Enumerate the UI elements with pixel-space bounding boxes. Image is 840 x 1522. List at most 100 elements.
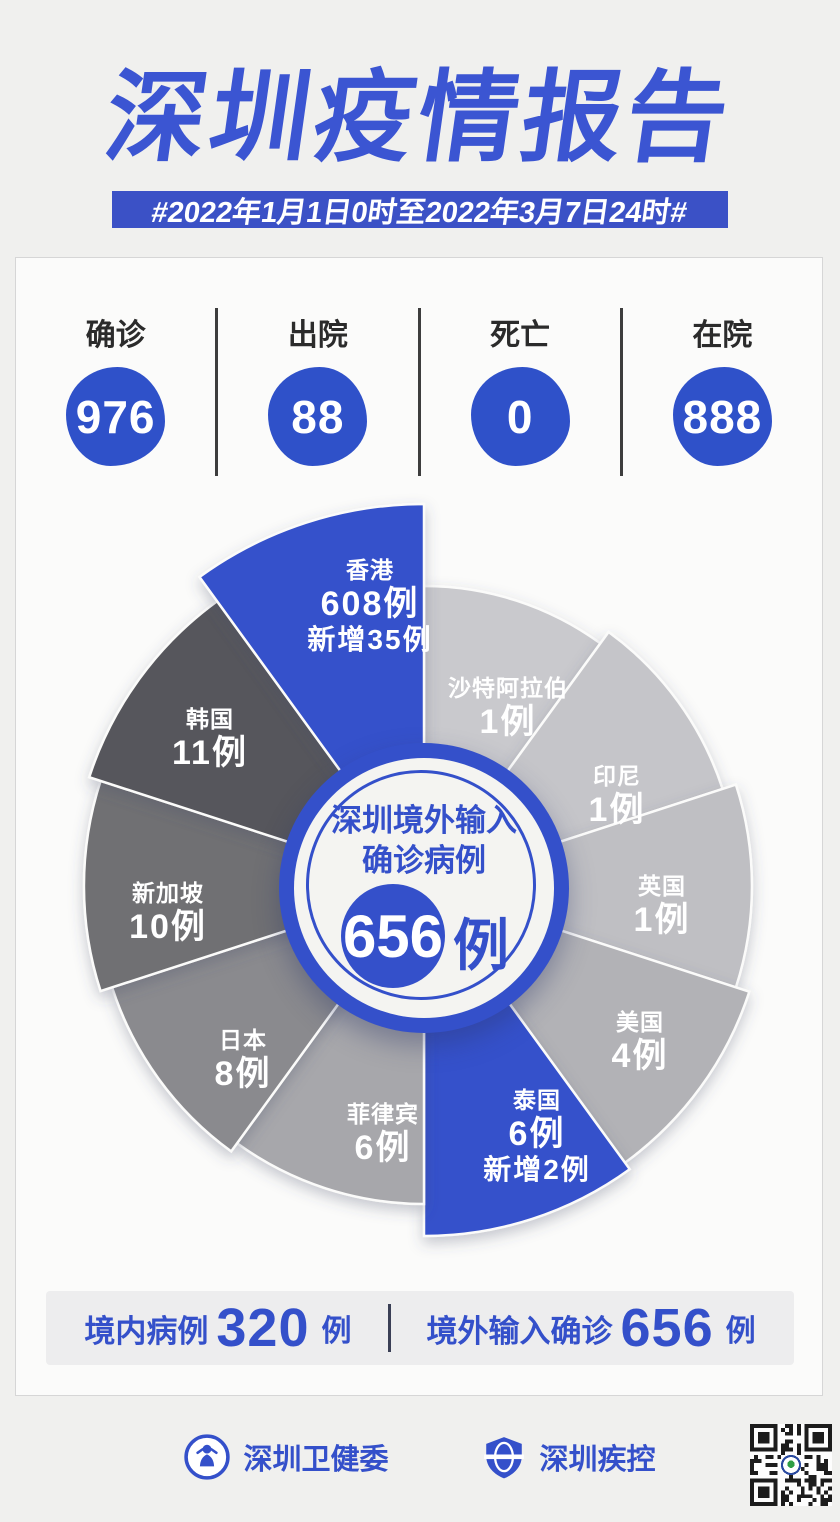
shield-band (483, 1454, 524, 1460)
qr-module (800, 1490, 805, 1495)
qr-module (796, 1443, 801, 1448)
qr-module (789, 1502, 793, 1506)
qr-module (785, 1486, 790, 1491)
qr-module (773, 1463, 778, 1467)
qr-module (820, 1482, 825, 1487)
summary-domestic-value: 320 (216, 1298, 310, 1358)
qr-module (800, 1486, 805, 1491)
qr-module (789, 1447, 793, 1452)
stat-label: 在院 (692, 319, 753, 352)
qr-module (765, 1463, 770, 1467)
org-cdc: 深圳疾控 (481, 1434, 656, 1480)
qr-module (796, 1498, 801, 1503)
medallion-title-line1: 深圳境外输入 (331, 803, 517, 838)
qr-module (820, 1502, 825, 1506)
page-title: 深圳疫情报告 (98, 62, 739, 174)
qr-module (808, 1478, 813, 1483)
stat-in-hospital: 在院 888 (619, 308, 822, 476)
qr-module (789, 1490, 793, 1495)
qr-module (808, 1455, 813, 1460)
stat-confirmed: 确诊 976 (16, 308, 215, 476)
qr-module (773, 1470, 778, 1475)
qr-module (816, 1486, 821, 1491)
stat-deaths: 死亡 0 (417, 308, 620, 476)
stat-value-badge: 976 (66, 367, 166, 466)
summary-domestic-label: 境内病例 (84, 1313, 209, 1349)
summary-imported-label: 境外输入确诊 (426, 1313, 613, 1349)
summary-imported: 境外输入确诊 656 例 (427, 1297, 756, 1359)
qr-module (785, 1431, 790, 1436)
qr-module (808, 1502, 813, 1506)
qr-module (804, 1455, 809, 1460)
qr-module (820, 1494, 825, 1499)
qr-module (789, 1474, 793, 1479)
qr-module (753, 1470, 758, 1475)
medallion-title-line2: 确诊病例 (362, 843, 486, 878)
qr-module (812, 1474, 817, 1479)
chart-center-medallion: 深圳境外输入 确诊病例 656 例 (279, 743, 569, 1033)
qr-module (816, 1455, 821, 1460)
qr-module (789, 1431, 793, 1436)
qr-module (808, 1474, 813, 1479)
qr-module (750, 1470, 754, 1475)
qr-module (769, 1470, 774, 1475)
stat-label: 出院 (287, 319, 348, 352)
qr-module (781, 1490, 786, 1495)
qr-module (816, 1466, 821, 1471)
qr-module (808, 1482, 813, 1487)
qr-module (812, 1482, 817, 1487)
qr-finder (757, 1431, 770, 1444)
cdc-shield-emblem-icon (483, 1437, 524, 1479)
qr-module (796, 1482, 801, 1487)
org-health-commission: 深圳卫健委 (184, 1434, 389, 1480)
summary-domestic-unit: 例 (321, 1315, 352, 1348)
medallion-total-unit: 例 (453, 914, 509, 977)
qr-module (769, 1455, 774, 1460)
qr-center-logo-figure (787, 1460, 795, 1468)
date-range-text: #2022年1月1日0时至2022年3月7日24时# (149, 196, 690, 229)
qr-module (750, 1463, 754, 1467)
qr-module (816, 1490, 821, 1495)
emblem-person-arms (196, 1447, 219, 1455)
footer: 深圳卫健委 深圳疾控 (0, 1434, 840, 1480)
qr-module (804, 1463, 809, 1467)
stat-discharged: 出院 88 (215, 308, 417, 476)
qr-module (785, 1478, 790, 1483)
stat-label: 死亡 (490, 319, 551, 352)
summary-bar: 境内病例 320 例 境外输入确诊 656 例 (46, 1291, 794, 1365)
qr-module (785, 1439, 790, 1444)
qr-module (804, 1470, 809, 1475)
qr-finder (757, 1486, 770, 1499)
qr-module (824, 1502, 829, 1506)
qr-module (753, 1455, 758, 1460)
summary-domestic: 境内病例 320 例 (84, 1297, 351, 1359)
qr-module (828, 1498, 832, 1503)
stat-value-badge: 888 (672, 367, 772, 466)
qr-module (785, 1498, 790, 1503)
qr-module (753, 1459, 758, 1464)
summary-imported-unit: 例 (725, 1315, 756, 1348)
qr-module (796, 1478, 801, 1483)
qr-module (820, 1466, 825, 1471)
qr-module (804, 1478, 809, 1483)
qr-module (816, 1459, 821, 1464)
org-name: 深圳疾控 (539, 1444, 656, 1476)
qr-module (781, 1451, 786, 1456)
qr-module (785, 1424, 790, 1428)
qr-module (796, 1427, 801, 1432)
qr-module (824, 1466, 829, 1471)
qr-module (785, 1443, 790, 1448)
qr-module (828, 1470, 832, 1475)
qr-module (757, 1459, 762, 1464)
qr-module (800, 1466, 805, 1471)
qr-module (808, 1494, 813, 1499)
qr-module (824, 1463, 829, 1467)
stat-value-badge: 0 (470, 367, 570, 466)
qr-module (824, 1470, 829, 1475)
qr-module (781, 1498, 786, 1503)
date-range-banner: #2022年1月1日0时至2022年3月7日24时# (112, 191, 728, 229)
qr-code (750, 1424, 832, 1506)
health-commission-emblem-icon (184, 1434, 231, 1480)
qr-module (781, 1443, 786, 1448)
